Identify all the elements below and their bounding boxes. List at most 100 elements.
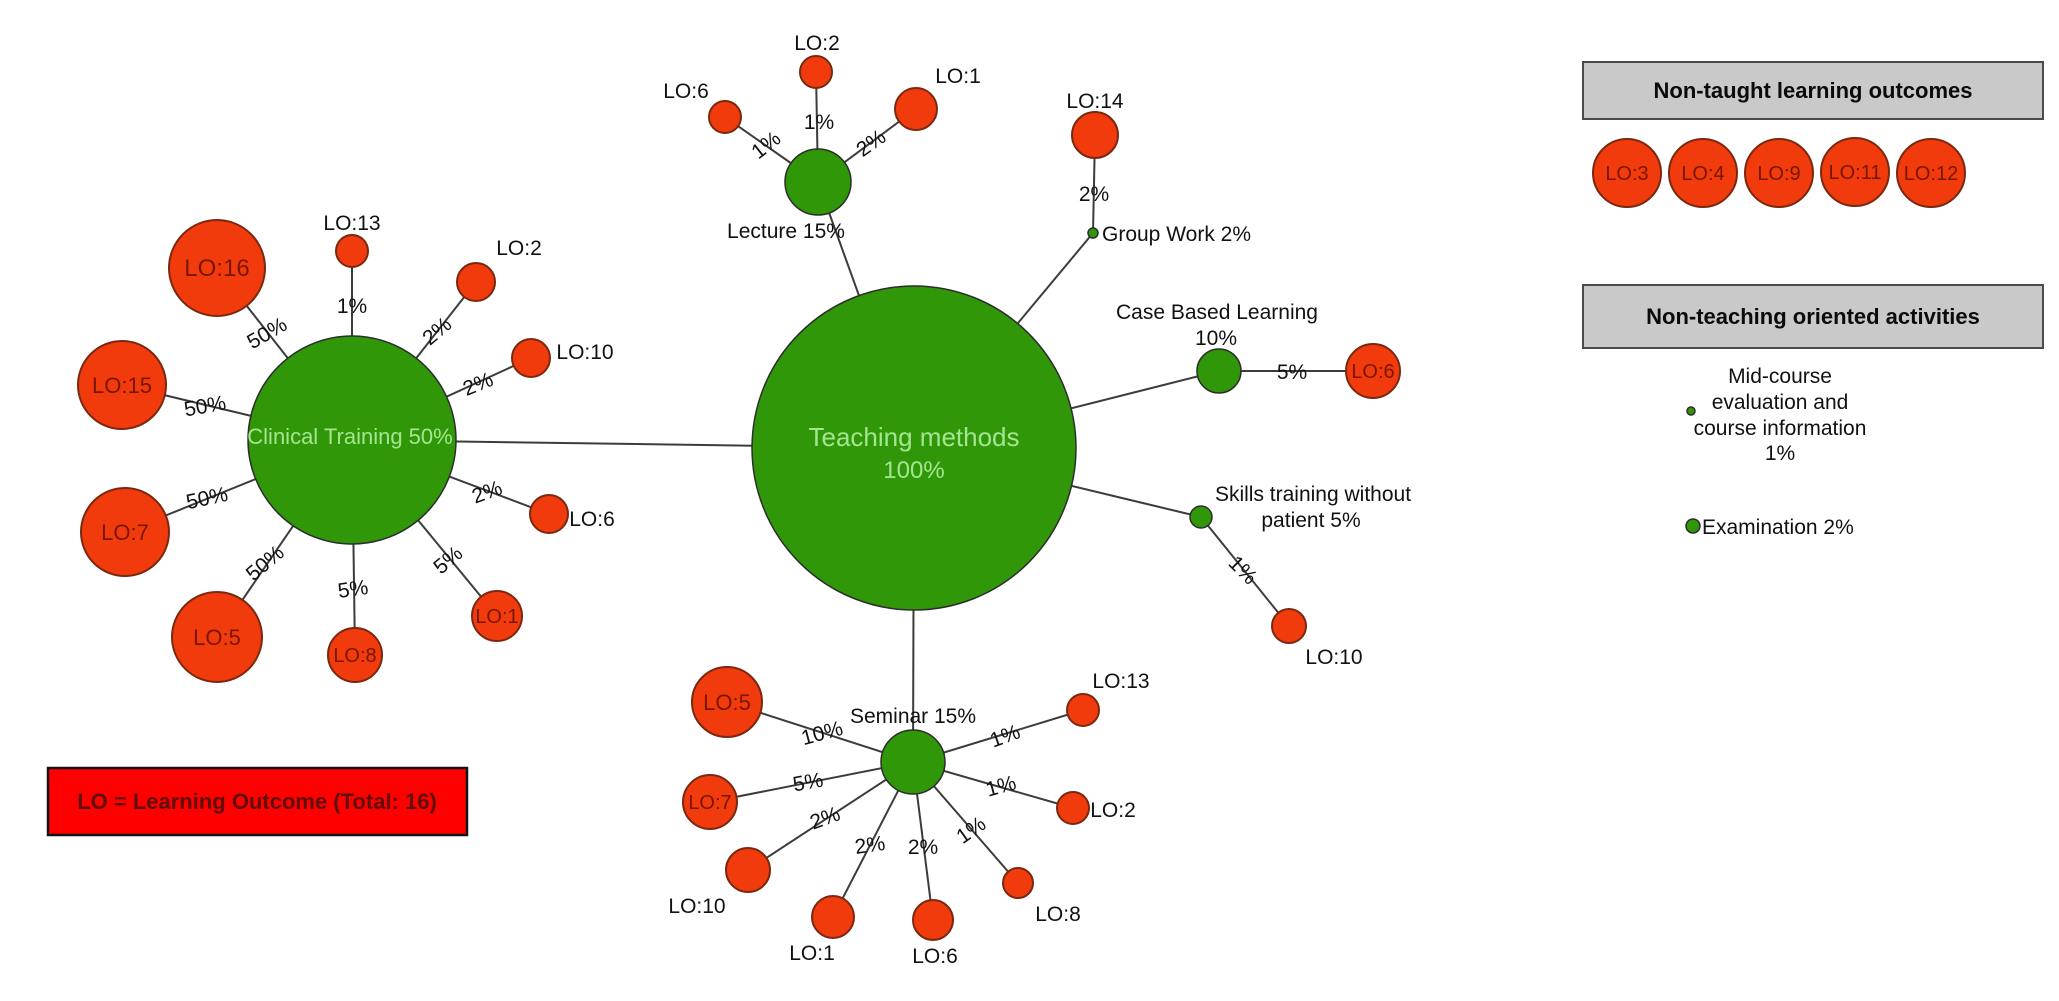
clinical-lo2-label: LO:2 [496, 237, 542, 260]
seminar-lo5-pct: 10% [799, 717, 846, 750]
node-clinical-lo2 [456, 262, 496, 302]
lecture-lo6-pct: 1% [747, 127, 785, 164]
clinical-lo1-label: LO:1 [475, 606, 518, 628]
node-lecture-lo6 [708, 100, 742, 134]
lecture-lo1-pct: 2% [852, 125, 890, 161]
node-clinical-lo7 [80, 487, 170, 577]
node-seminar [880, 729, 946, 795]
node-skills-lo10 [1271, 608, 1307, 644]
seminar-lo7-pct: 5% [791, 769, 825, 797]
non-taught-title: Non-taught learning outcomes [1654, 78, 1973, 103]
node-nontaught-lo12 [1896, 138, 1966, 208]
node-midcourse-dot [1686, 406, 1696, 416]
clinical-lo2-pct: 2% [418, 313, 456, 350]
node-clinical-lo1 [471, 590, 523, 642]
seminar-lo10-label: LO:10 [668, 895, 725, 918]
groupwork-lo14-label: LO:14 [1066, 90, 1124, 113]
node-lecture-lo2 [799, 55, 833, 89]
seminar-lo5-label: LO:5 [703, 690, 751, 715]
node-clinical-training [247, 335, 457, 545]
nontaught-lo9-label: LO:9 [1757, 163, 1800, 185]
node-skills-training [1189, 505, 1213, 529]
clinical-lo15-pct: 50% [182, 392, 227, 422]
clinical-lo15-label: LO:15 [92, 373, 152, 398]
skills-lo10-label: LO:10 [1305, 646, 1362, 669]
clinical-lo7-label: LO:7 [101, 520, 149, 545]
lecture-lo1-label: LO:1 [935, 65, 981, 88]
node-clinical-lo10 [511, 338, 551, 378]
legend-box [46, 766, 469, 837]
midcourse-line3: course information [1694, 417, 1867, 440]
node-casebased-lo6 [1345, 343, 1401, 399]
nontaught-lo3-label: LO:3 [1605, 163, 1648, 185]
node-seminar-lo2 [1056, 791, 1090, 825]
node-clinical-lo16 [168, 219, 266, 317]
clinical-training-label: Clinical Training 50% [247, 424, 452, 449]
clinical-lo8-label: LO:8 [333, 645, 376, 667]
clinical-lo16-label: LO:16 [184, 255, 249, 282]
seminar-lo13-pct: 1% [987, 720, 1023, 752]
clinical-lo16-pct: 50% [243, 313, 291, 354]
midcourse-line4: 1% [1765, 442, 1795, 465]
teaching-methods-label: Teaching methods [808, 422, 1019, 452]
nontaught-lo12-label: LO:12 [1904, 163, 1958, 185]
node-examination-dot [1685, 518, 1701, 534]
clinical-lo7-pct: 50% [184, 483, 230, 514]
seminar-lo2-pct: 1% [983, 771, 1018, 801]
node-seminar-lo6 [912, 899, 954, 941]
node-clinical-lo15 [77, 340, 167, 430]
seminar-lo13-label: LO:13 [1092, 670, 1149, 693]
seminar-lo2-label: LO:2 [1090, 799, 1136, 822]
lecture-lo2-pct: 1% [804, 111, 834, 134]
edge-seminar-lo10 [747, 761, 914, 871]
seminar-lo8-label: LO:8 [1035, 903, 1081, 926]
lecture-label: Lecture 15% [727, 220, 845, 243]
non-teaching-title: Non-teaching oriented activities [1646, 304, 1980, 329]
seminar-lo6-pct: 2% [908, 836, 938, 859]
clinical-lo10-pct: 2% [460, 368, 497, 401]
clinical-lo6-label: LO:6 [569, 508, 615, 531]
case-based-label-line1: Case Based Learning [1116, 301, 1318, 324]
node-clinical-lo6 [529, 494, 569, 534]
clinical-lo8-pct: 5% [336, 576, 369, 603]
node-clinical-lo13 [335, 234, 369, 268]
lecture-lo2-label: LO:2 [794, 32, 840, 55]
node-groupwork-lo14 [1071, 111, 1119, 159]
seminar-lo10-pct: 2% [807, 802, 843, 834]
edge-skills-lo10 [1200, 516, 1290, 627]
node-seminar-lo1 [811, 895, 855, 939]
case-based-label-line2: 10% [1195, 327, 1237, 350]
seminar-label: Seminar 15% [850, 705, 976, 728]
casebased-lo6-pct: 5% [1277, 361, 1307, 384]
examination-label: Examination 2% [1702, 516, 1854, 539]
groupwork-lo14-pct: 2% [1079, 183, 1109, 206]
node-seminar-lo5 [691, 666, 763, 738]
node-seminar-lo8 [1002, 867, 1034, 899]
edge-seminar-lo7 [709, 761, 914, 803]
node-nontaught-lo11 [1820, 137, 1890, 207]
node-teaching-methods [751, 285, 1077, 611]
node-nontaught-lo4 [1668, 138, 1738, 208]
skills-label-line1: Skills training without [1215, 483, 1411, 506]
node-nontaught-lo9 [1744, 138, 1814, 208]
node-lecture-lo1 [894, 87, 938, 131]
clinical-lo5-pct: 50% [242, 541, 289, 586]
midcourse-line2: evaluation and [1712, 391, 1849, 414]
node-seminar-lo13 [1066, 693, 1100, 727]
node-case-based-learning [1196, 348, 1242, 394]
teaching-methods-percent: 100% [883, 457, 944, 484]
clinical-lo13-label: LO:13 [323, 212, 380, 235]
node-seminar-lo10 [725, 847, 771, 893]
skills-label-line2: patient 5% [1261, 509, 1360, 532]
node-seminar-lo7 [682, 774, 738, 830]
lecture-lo6-label: LO:6 [663, 80, 709, 103]
clinical-lo6-pct: 2% [469, 476, 505, 508]
seminar-lo1-pct: 2% [853, 832, 886, 859]
legend-text: LO = Learning Outcome (Total: 16) [77, 789, 437, 814]
node-clinical-lo8 [327, 627, 383, 683]
non-taught-header-box [1582, 61, 2044, 120]
nontaught-lo4-label: LO:4 [1681, 163, 1724, 185]
non-teaching-header-box [1582, 284, 2044, 349]
